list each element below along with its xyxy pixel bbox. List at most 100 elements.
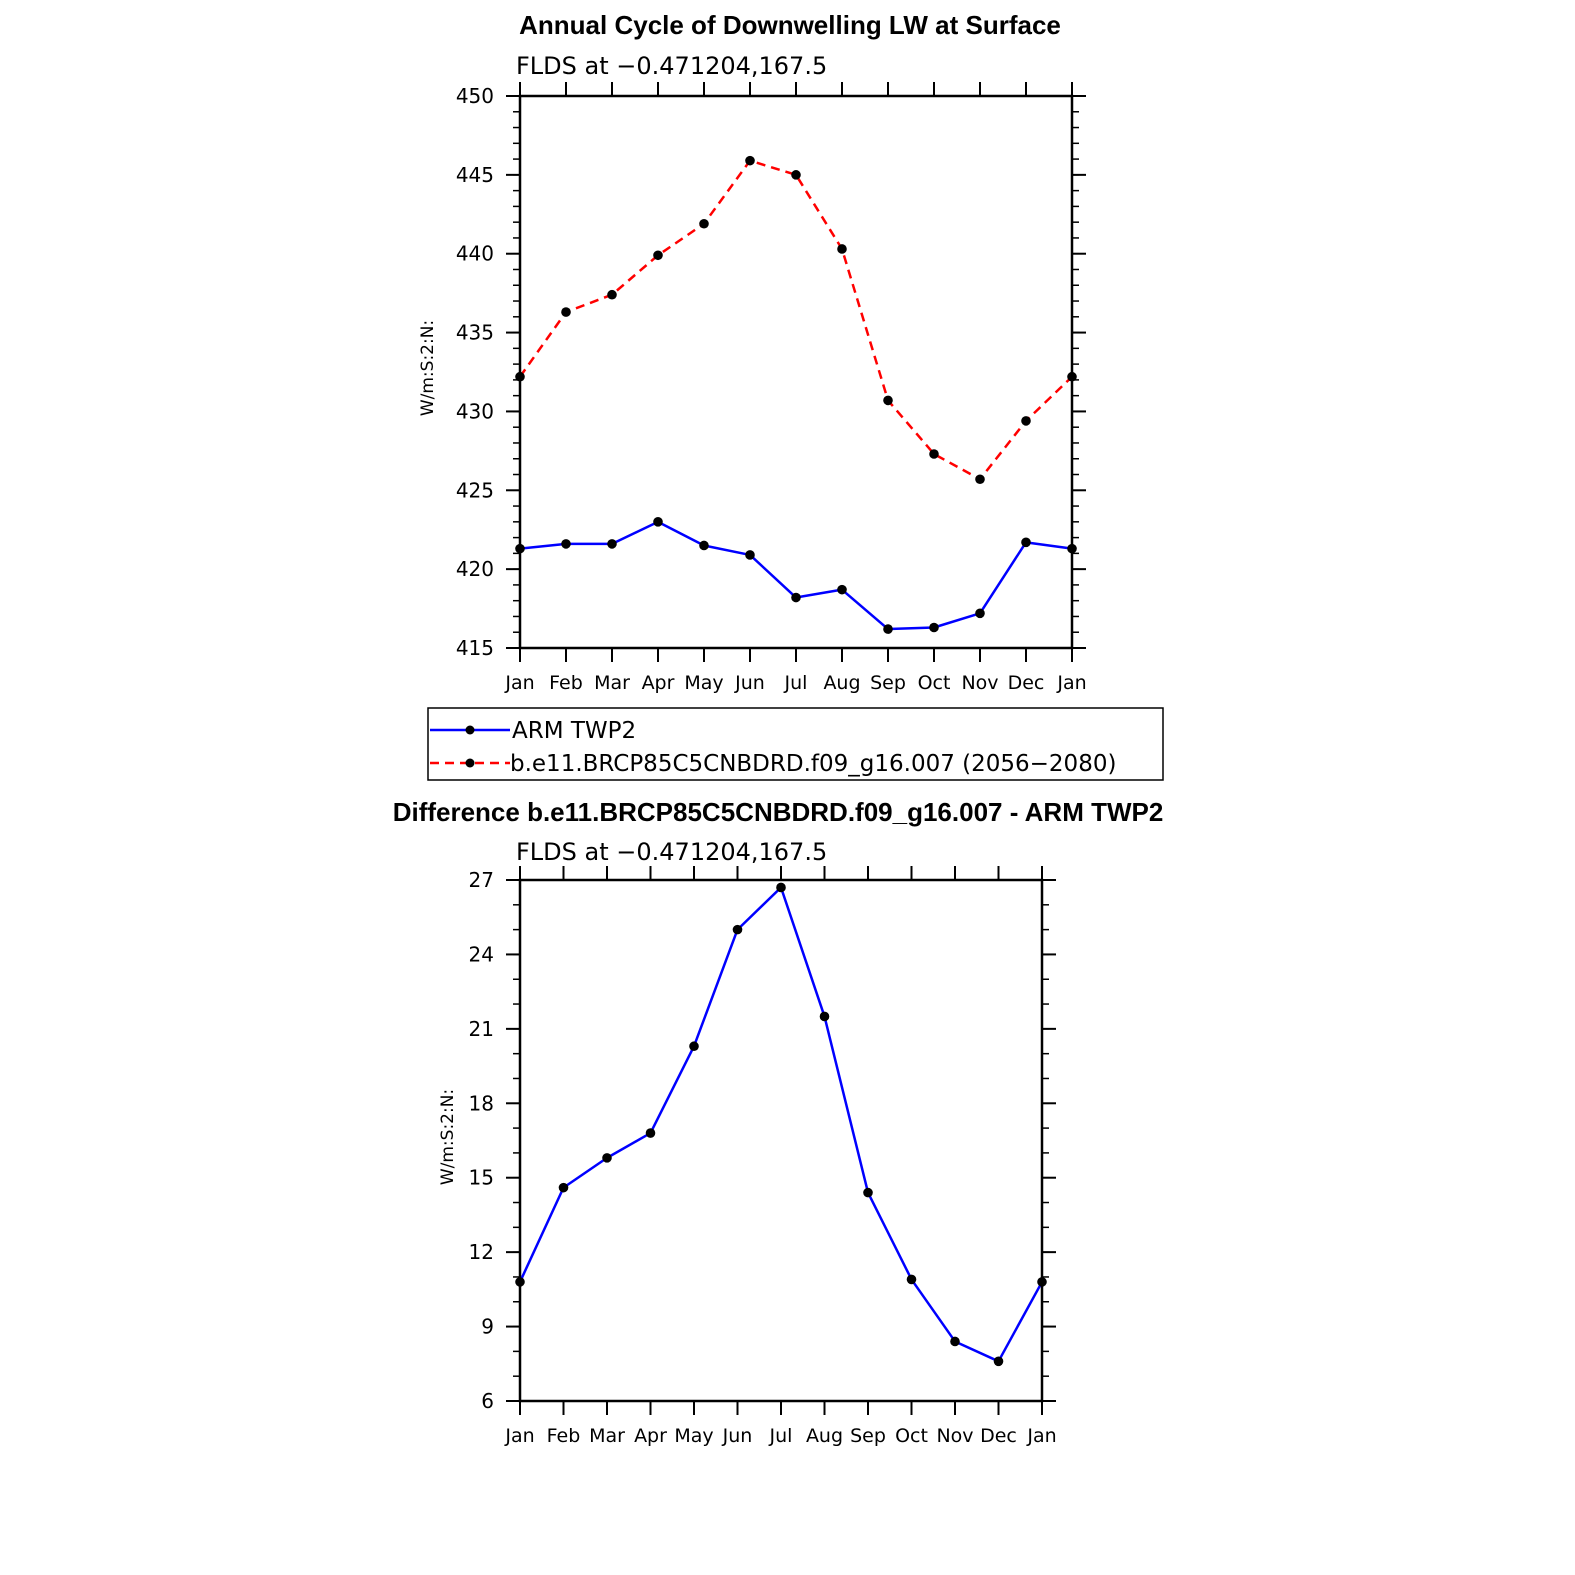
data-point [837, 244, 847, 254]
x-tick-label: Nov [936, 1425, 973, 1447]
data-point [883, 395, 893, 406]
data-point [699, 218, 709, 229]
data-point [950, 1336, 960, 1347]
y-tick-label: 435 [456, 321, 494, 345]
data-point [1037, 1277, 1047, 1287]
legend-marker-arm [465, 725, 475, 735]
data-point [975, 608, 985, 619]
x-tick-label: Aug [806, 1425, 843, 1447]
x-tick-label: Jan [504, 672, 534, 694]
data-point [883, 624, 893, 634]
chart-panel-difference: Difference b.e11.BRCP85C5CNBDRD.f09_g16.… [393, 797, 1164, 1447]
chart-subtitle-difference: FLDS at −0.471204,167.5 [516, 838, 827, 866]
legend: ARM TWP2 b.e11.BRCP85C5CNBDRD.f09_g16.00… [427, 707, 1164, 781]
data-point [653, 517, 663, 527]
y-tick-label: 24 [469, 942, 494, 966]
plot-frame [518, 878, 1044, 1403]
y-tick-label: 12 [469, 1240, 494, 1264]
x-tick-label: Oct [918, 672, 951, 694]
y-tick-label: 18 [469, 1091, 494, 1115]
x-tick-label: Sep [870, 672, 906, 694]
x-tick-label: Jul [769, 1425, 793, 1447]
x-tick-label: Nov [961, 672, 998, 694]
data-point [732, 924, 743, 935]
legend-marker-model [465, 758, 475, 768]
data-point [515, 543, 525, 554]
data-point [1067, 543, 1077, 554]
y-tick-label: 430 [456, 399, 494, 423]
y-tick-label: 21 [469, 1017, 494, 1041]
legend-label-arm: ARM TWP2 [512, 718, 636, 744]
x-tick-label: May [684, 672, 723, 694]
legend-box [427, 707, 1164, 781]
data-point [515, 371, 525, 382]
y-tick-label: 415 [456, 636, 494, 660]
y-tick-label: 420 [456, 557, 494, 581]
y-tick-label: 450 [456, 84, 494, 108]
y-tick-label: 27 [469, 868, 494, 892]
data-point [776, 882, 786, 893]
data-point [791, 170, 801, 180]
data-point [602, 1153, 612, 1163]
y-tick-label: 445 [456, 163, 494, 187]
x-tick-label: Mar [589, 1425, 625, 1447]
data-point [689, 1041, 699, 1052]
data-point [745, 155, 755, 166]
data-point [791, 592, 801, 603]
data-point [929, 449, 939, 459]
y-axis-label-difference: W/m:S:2:N: [438, 1089, 458, 1185]
x-tick-label: Sep [850, 1425, 886, 1447]
series-line-1 [518, 159, 1073, 481]
data-point [837, 584, 847, 595]
data-point [653, 250, 663, 261]
y-axis-label: W/m:S:2:N: [418, 320, 438, 416]
x-tick-label: Mar [594, 672, 630, 694]
data-point [1021, 416, 1031, 426]
x-tick-label: Apr [642, 672, 675, 694]
data-point [745, 550, 755, 560]
x-tick-label: Jun [722, 1425, 753, 1447]
x-tick-label: May [674, 1425, 713, 1447]
data-point [993, 1356, 1004, 1367]
x-tick-label: Feb [547, 1425, 581, 1447]
y-tick-label: 440 [456, 242, 494, 266]
x-tick-label: Dec [980, 1425, 1017, 1447]
chart-panel-annual-cycle: Annual Cycle of Downwelling LW at Surfac… [418, 10, 1087, 694]
x-tick-label: Dec [1008, 672, 1045, 694]
x-tick-label: Jul [784, 672, 808, 694]
data-point [515, 1277, 525, 1287]
y-tick-label: 425 [456, 478, 494, 502]
data-point [1021, 537, 1031, 548]
data-point [975, 474, 985, 485]
y-tick-label: 6 [481, 1389, 494, 1413]
x-tick-label: Jan [504, 1425, 534, 1447]
x-tick-label: Feb [549, 672, 583, 694]
data-point [607, 539, 617, 549]
data-point [558, 1182, 569, 1193]
x-tick-label: Oct [895, 1425, 928, 1447]
series-line-0 [519, 520, 1073, 631]
x-tick-label: Jan [1026, 1425, 1056, 1447]
y-tick-label: 15 [469, 1166, 494, 1190]
x-tick-label: Apr [634, 1425, 667, 1447]
data-point [561, 539, 571, 549]
x-tick-label: Aug [823, 672, 860, 694]
chart-subtitle: FLDS at −0.471204,167.5 [516, 52, 827, 80]
data-point [929, 622, 939, 633]
chart-title-difference: Difference b.e11.BRCP85C5CNBDRD.f09_g16.… [393, 797, 1164, 827]
data-point [906, 1274, 917, 1285]
data-point [645, 1128, 656, 1138]
data-point [561, 307, 571, 317]
data-point [699, 540, 709, 551]
x-tick-label: Jan [1056, 672, 1086, 694]
chart-title: Annual Cycle of Downwelling LW at Surfac… [519, 10, 1061, 40]
data-point [819, 1011, 830, 1022]
x-tick-label: Jun [734, 672, 765, 694]
data-point [863, 1187, 873, 1198]
data-point [607, 289, 617, 300]
data-point [1067, 371, 1077, 382]
series-line-0 [518, 886, 1044, 1363]
y-tick-label: 9 [481, 1315, 494, 1339]
legend-label-model: b.e11.BRCP85C5CNBDRD.f09_g16.007 (2056−2… [510, 751, 1116, 777]
